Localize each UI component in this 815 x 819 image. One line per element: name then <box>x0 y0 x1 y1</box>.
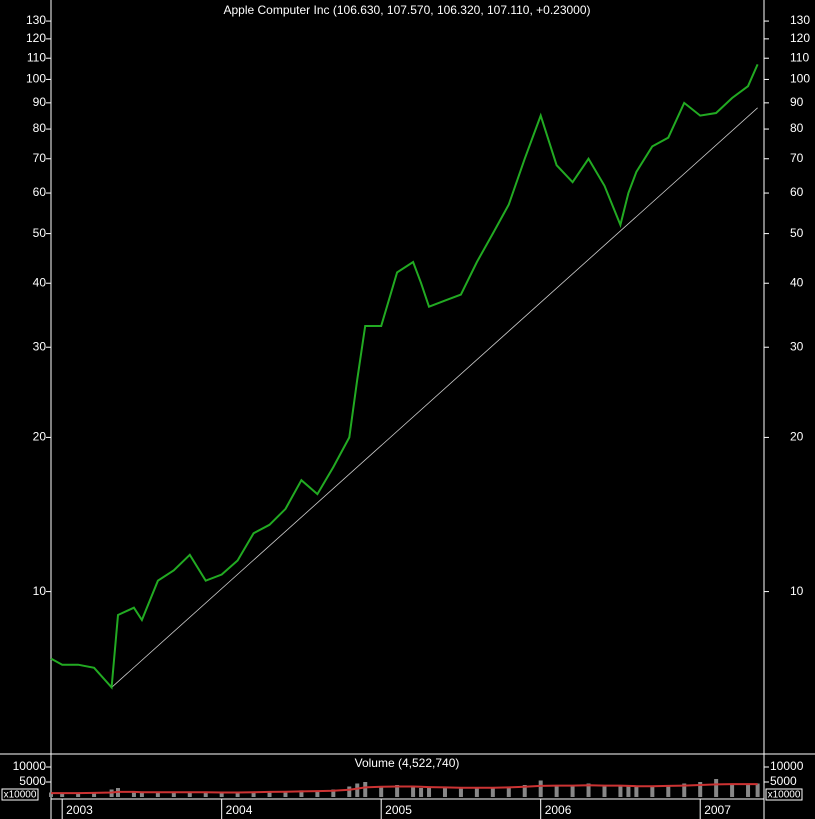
volume-bar <box>139 792 144 797</box>
volume-bar <box>92 792 97 797</box>
y-tick-label: 20 <box>33 430 47 444</box>
volume-bar <box>506 786 511 797</box>
volume-bar <box>698 781 703 797</box>
volume-bar <box>602 786 607 797</box>
volume-bar <box>474 787 479 797</box>
y-tick-label: 40 <box>790 275 804 289</box>
volume-bar <box>395 784 400 797</box>
y-tick-label: 10 <box>33 584 47 598</box>
volume-bar <box>634 786 639 797</box>
unit-label: x10000 <box>4 790 37 801</box>
y-tick-label: 130 <box>26 13 46 27</box>
volume-bar <box>755 783 760 797</box>
volume-bar <box>315 790 320 797</box>
y-tick-label: 110 <box>27 50 46 64</box>
y-tick-label: 90 <box>33 95 47 109</box>
volume-bar <box>267 791 272 797</box>
volume-bar <box>171 792 176 797</box>
y-tick-label: 50 <box>790 226 804 240</box>
y-tick-label: 90 <box>790 95 804 109</box>
x-tick-label: 2004 <box>226 803 253 817</box>
volume-bar <box>650 785 655 797</box>
y-tick-label: 70 <box>790 151 804 165</box>
x-tick-label: 2006 <box>545 803 572 817</box>
y-tick-label: 80 <box>33 121 47 135</box>
volume-average <box>51 783 758 795</box>
volume-bar <box>714 778 719 797</box>
y-tick-label: 10000 <box>770 759 804 773</box>
x-tick-label: 2005 <box>385 803 412 817</box>
volume-bar <box>331 789 336 797</box>
unit-box <box>765 788 803 801</box>
volume-bar <box>203 792 208 797</box>
price-line <box>50 63 759 690</box>
y-tick-label: 110 <box>790 50 809 64</box>
unit-label: x10000 <box>768 790 801 801</box>
trendline <box>111 107 758 688</box>
volume-bar <box>626 786 631 797</box>
y-tick-label: 40 <box>33 275 47 289</box>
volume-bar <box>49 792 53 797</box>
y-tick-label: 10 <box>790 584 804 598</box>
y-tick-label: 120 <box>790 31 810 45</box>
y-tick-label: 120 <box>26 31 46 45</box>
volume-title: Volume (4,522,740) <box>355 756 460 770</box>
y-tick-label: 130 <box>790 13 810 27</box>
x-tick-label: 2003 <box>66 803 93 817</box>
volume-bar <box>155 792 160 797</box>
volume-bar <box>419 787 424 797</box>
volume-bar <box>666 784 671 797</box>
y-tick-label: 5000 <box>770 774 797 788</box>
y-tick-label: 5000 <box>19 774 46 788</box>
volume-bar <box>746 784 751 797</box>
volume-bar <box>586 783 591 797</box>
volume-bar <box>490 787 495 797</box>
y-tick-label: 10000 <box>13 759 47 773</box>
y-tick-label: 100 <box>26 72 46 86</box>
volume-bar <box>131 791 136 797</box>
volume-bar <box>554 784 559 797</box>
y-tick-label: 30 <box>790 339 804 353</box>
volume-bar <box>251 791 256 797</box>
y-tick-label: 100 <box>790 72 810 86</box>
x-tick-label: 2007 <box>704 803 731 817</box>
y-tick-label: 80 <box>790 121 804 135</box>
volume-bar <box>522 784 527 797</box>
volume-bar <box>442 787 447 797</box>
volume-bar <box>411 786 416 797</box>
y-tick-label: 30 <box>33 339 47 353</box>
volume-bar <box>219 792 224 797</box>
chart-title: Apple Computer Inc (106.630, 107.570, 10… <box>223 3 590 17</box>
volume-bar <box>347 786 352 797</box>
y-tick-label: 60 <box>790 185 804 199</box>
volume-bar <box>538 780 543 797</box>
volume-bar <box>427 786 432 797</box>
volume-bar <box>355 783 360 797</box>
volume-bar <box>76 793 81 797</box>
volume-bar <box>363 781 368 797</box>
y-tick-label: 70 <box>33 151 47 165</box>
volume-bar <box>379 786 384 797</box>
y-tick-label: 60 <box>33 185 47 199</box>
y-tick-label: 20 <box>790 430 804 444</box>
volume-bar <box>730 783 735 797</box>
volume-bar <box>570 785 575 797</box>
volume-bar <box>618 784 623 797</box>
volume-bar <box>283 791 288 797</box>
volume-bar <box>458 788 463 797</box>
volume-bar <box>187 791 192 797</box>
y-tick-label: 50 <box>33 226 47 240</box>
volume-bar <box>60 793 65 797</box>
volume-bar <box>682 783 687 797</box>
unit-box <box>1 788 39 801</box>
volume-bar <box>235 792 240 797</box>
volume-bar <box>299 790 304 797</box>
